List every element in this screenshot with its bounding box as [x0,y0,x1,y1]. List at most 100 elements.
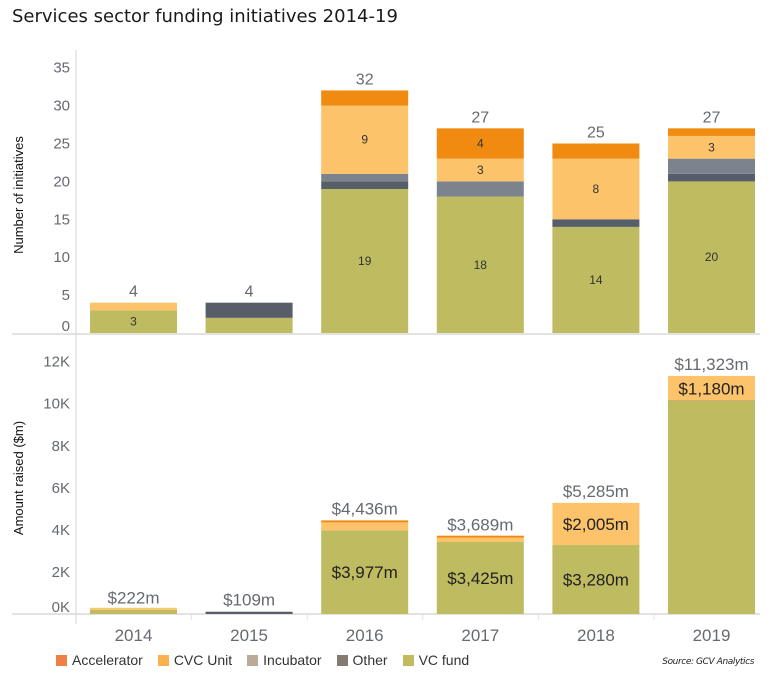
legend-swatch [157,654,169,666]
legend-item-accelerator: Accelerator [56,652,143,668]
total-label: $5,285m [563,482,629,501]
y-axis-title: Number of initiatives [11,136,26,254]
x-tick-label: 2014 [115,626,153,645]
bar-segment-incubator [668,158,755,174]
segment-label: $3,977m [332,563,398,582]
bar-segment-vc-fund [436,541,524,614]
x-tick-label: 2017 [461,626,499,645]
segment-label: $3,425m [447,569,513,588]
total-label: 4 [245,284,254,301]
segment-label: $3,280m [563,571,629,590]
bar-segment-incubator [321,173,409,182]
y-tick-label: 25 [53,136,70,153]
legend-item-incubator: Incubator [247,652,322,668]
bar-segment-cvc-unit [436,537,524,542]
bar-segment-accelerator [321,90,409,106]
bar-segment-vc-fund [668,400,755,614]
total-label: $4,436m [332,500,398,519]
bar-segment-cvc-unit [668,375,755,401]
total-label: $222m [108,588,160,607]
bar-segment-cvc-unit [436,158,524,182]
segment-label: 4 [477,137,484,151]
total-label: 27 [703,109,721,126]
legend-swatch [336,654,348,666]
legend-swatch [402,654,414,666]
bar-segment-vc-fund [552,226,640,333]
bar-segment-accelerator [321,520,409,523]
y-tick-label: 2K [52,564,70,581]
bar-segment-other [205,302,293,318]
legend-label: CVC Unit [173,652,233,668]
segment-label: $2,005m [563,515,629,534]
bar-segment-cvc-unit [90,607,177,610]
legend-label: Incubator [263,652,322,668]
bar-segment-vc-fund [90,609,177,614]
source-note: Source: GCV Analytics [662,657,754,667]
y-tick-label: 12K [43,354,70,371]
bar-segment-vc-fund [668,181,755,333]
bar-segment-other [205,611,293,614]
segment-label: 20 [705,250,719,264]
bar-segment-cvc-unit [321,522,409,531]
y-tick-label: 8K [52,438,70,455]
total-label: $3,689m [447,515,513,534]
y-tick-label: 0K [52,599,70,616]
total-label: 4 [129,284,138,301]
legend-item-vc-fund: VC fund [402,652,470,668]
bar-segment-accelerator [436,535,524,538]
segment-label: 14 [589,273,603,287]
legend-label: Accelerator [72,652,143,668]
segment-label: 18 [474,258,488,272]
bar-segment-cvc-unit [321,105,409,174]
total-label: 32 [356,71,374,88]
chart-title: Services sector funding initiatives 2014… [12,6,398,27]
bar-segment-vc-fund [321,188,409,333]
segment-label: 3 [708,140,715,154]
total-label: 25 [587,125,605,142]
legend-swatch [56,654,67,666]
y-tick-label: 20 [53,173,70,190]
bar-segment-cvc-unit [552,158,640,220]
legend-swatch [247,654,259,666]
x-tick-label: 2019 [693,626,731,645]
legend: Accelerator CVC Unit Incubator Other VC fund [56,652,484,668]
legend-item-other: Other [336,652,388,668]
legend-label: VC fund [418,652,470,668]
bar-segment-accelerator [552,143,640,159]
legend-label: Other [352,652,388,668]
segment-label: 9 [361,133,368,147]
segment-label: 8 [593,182,600,196]
bar-segment-vc-fund [205,317,293,333]
x-tick-label: 2016 [346,626,384,645]
y-tick-label: 4K [52,522,70,539]
bar-segment-accelerator [668,128,755,136]
y-tick-label: 35 [53,60,70,77]
segment-label: 19 [358,254,372,268]
bar-segment-cvc-unit [552,502,640,546]
x-tick-label: 2015 [230,626,268,645]
y-axis-title: Amount raised ($m) [11,421,26,535]
bar-segment-cvc-unit [668,135,755,159]
y-tick-label: 6K [52,480,70,497]
segment-label: $1,180m [678,379,744,398]
segment-label: 3 [130,315,137,329]
y-tick-label: 0 [62,318,70,335]
total-label: 27 [471,109,489,126]
y-tick-label: 30 [53,98,70,115]
y-tick-label: 15 [53,211,70,228]
segment-label: 3 [477,163,484,177]
y-tick-label: 10 [53,249,70,266]
bar-segment-other [552,219,640,227]
initiatives-panel: 0 5 10 15 20 25 30 35 Number of initiatives 3 4 4 19… [11,50,760,339]
amount-panel: 0K 2K 4K 6K 8K 10K 12K Amount raised ($m) $222m 2… [11,337,760,645]
y-tick-label: 5 [62,287,70,304]
y-tick-label: 10K [43,396,70,413]
bar-segment-vc-fund [321,530,409,614]
bar-segment-vc-fund [90,310,177,333]
bar-segment-other [668,173,755,182]
bar-segment-vc-fund [436,196,524,333]
total-label: $109m [223,591,275,610]
x-tick-label: 2018 [577,626,615,645]
bar-segment-accelerator [436,128,524,159]
legend-item-cvc-unit: CVC Unit [157,652,233,668]
